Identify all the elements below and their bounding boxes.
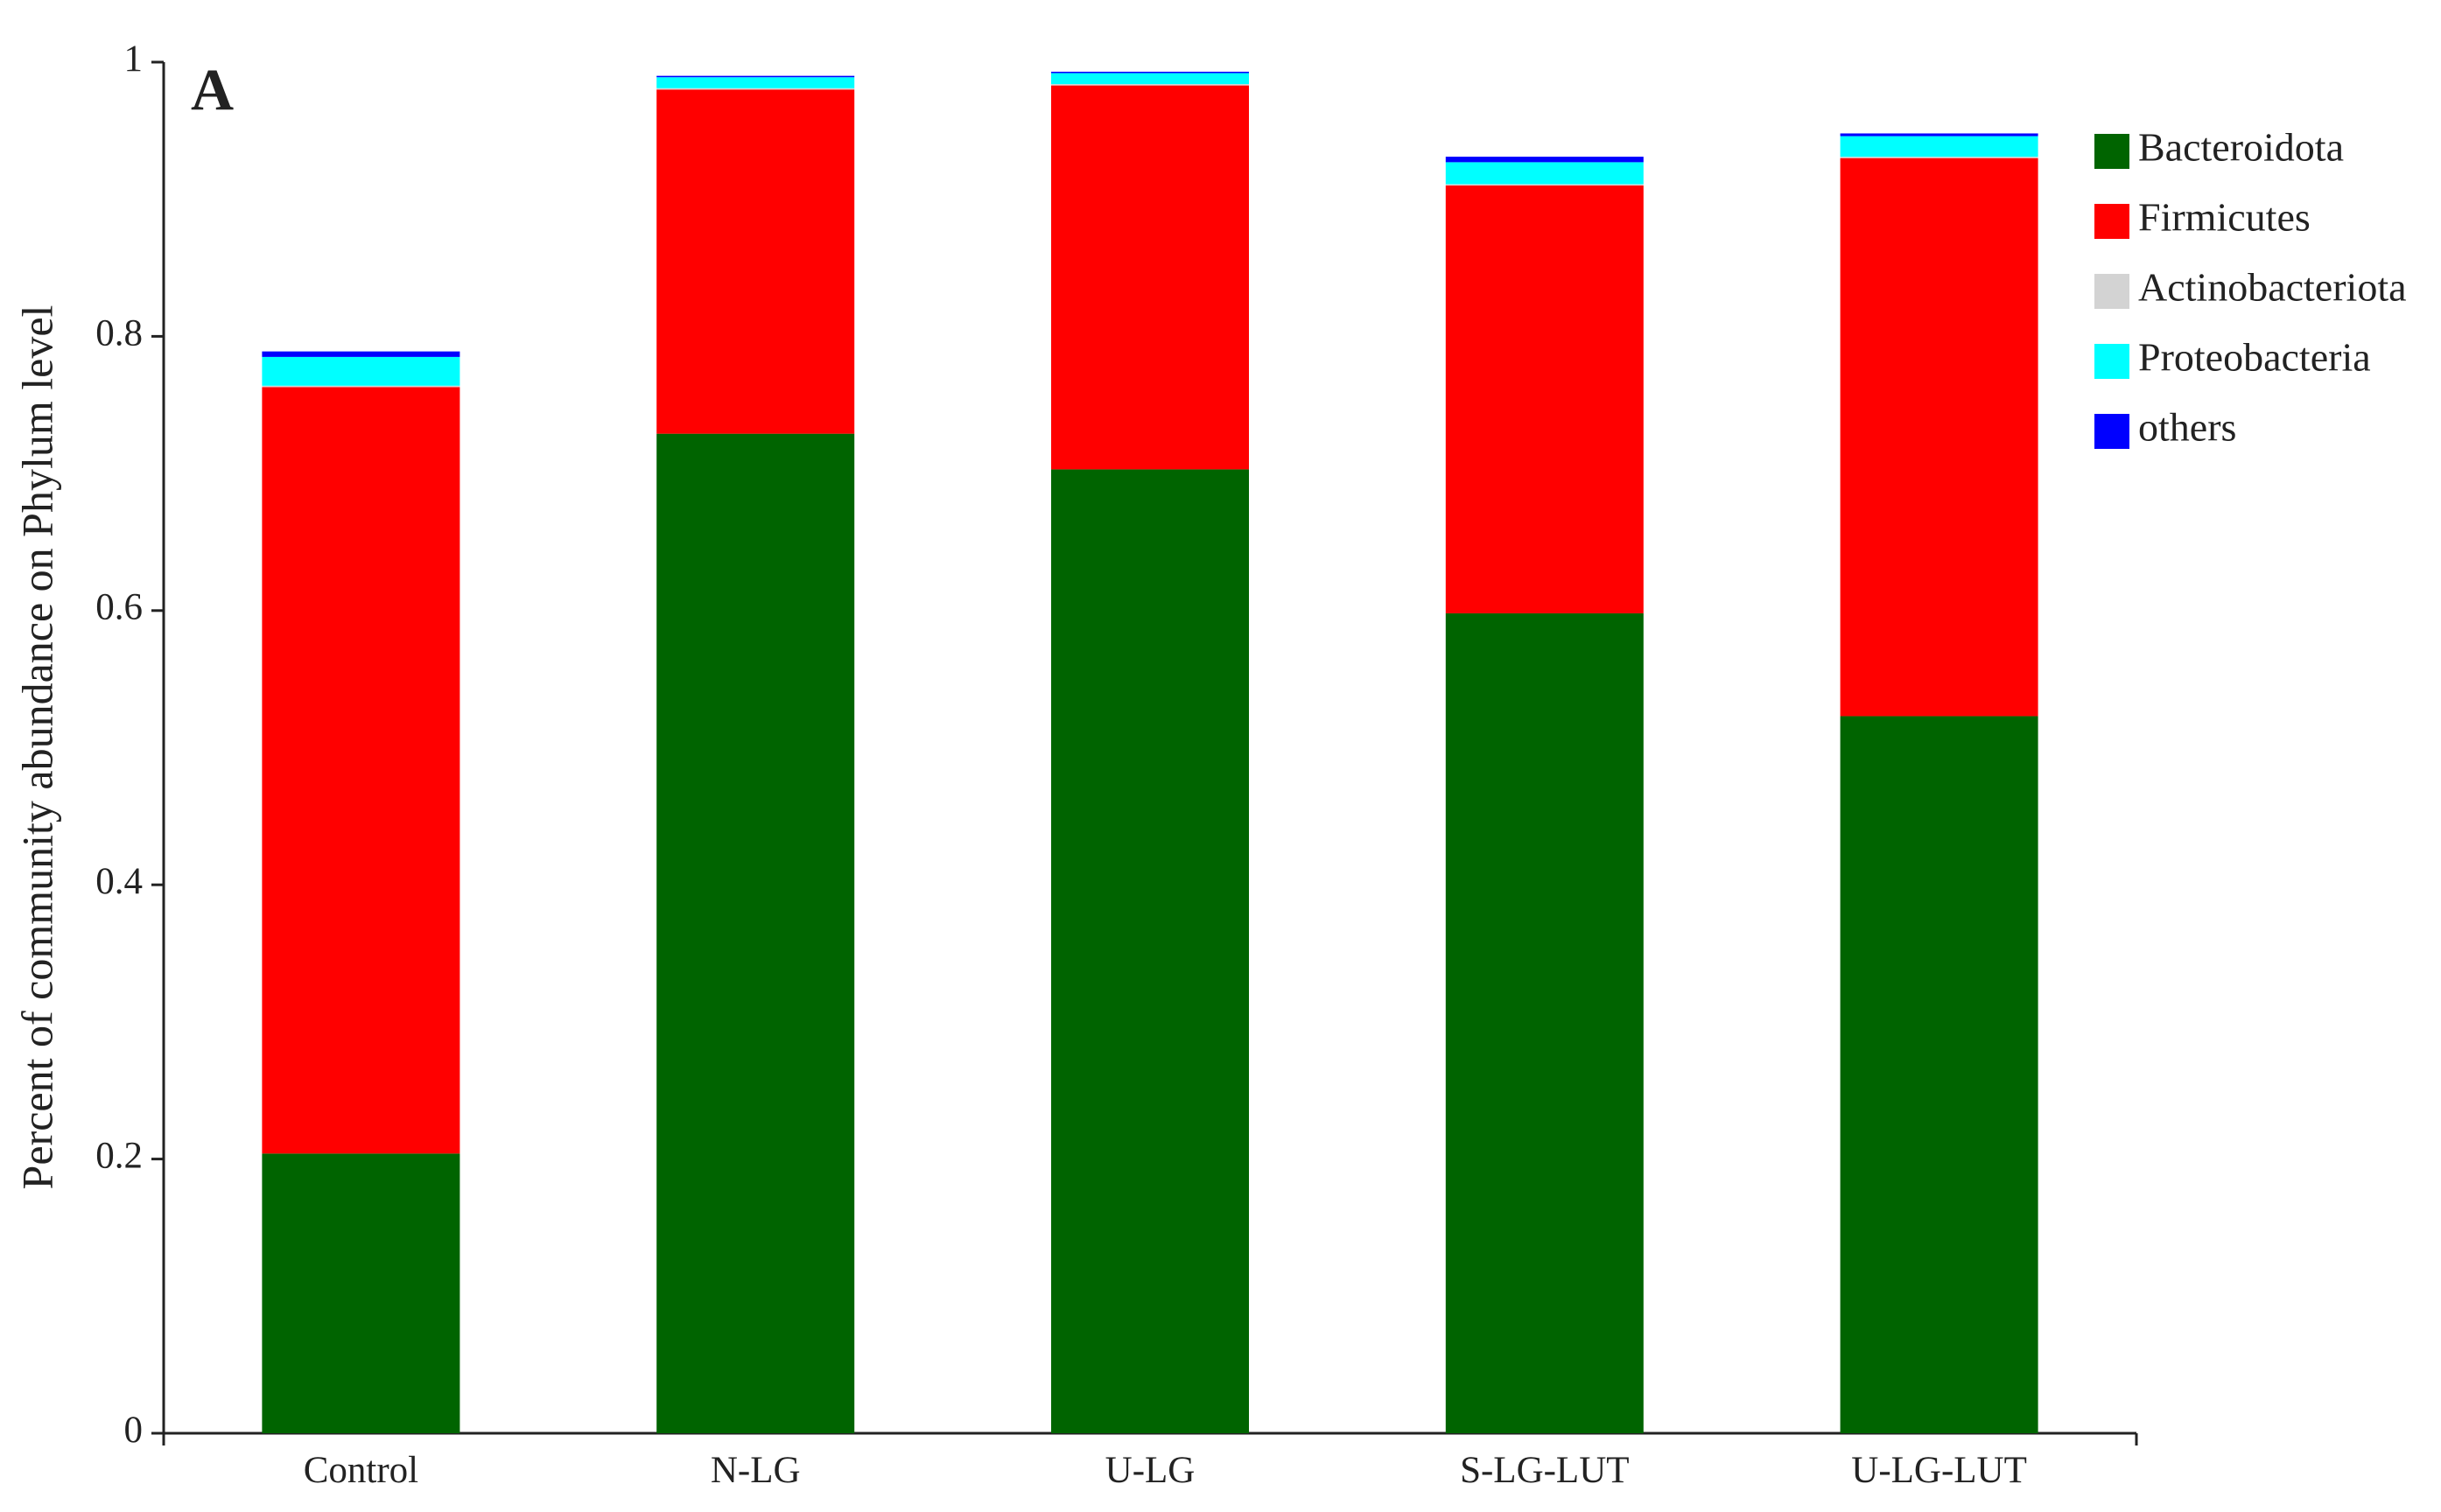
- y-tick-label: 0.6: [95, 587, 143, 628]
- y-axis-label: Percent of community abundance on Phylum…: [12, 305, 61, 1190]
- bar-segment: [656, 433, 855, 1434]
- legend-swatch: [2094, 274, 2129, 309]
- y-tick-label: 0.4: [95, 861, 143, 902]
- x-tick-label: Control: [304, 1450, 418, 1491]
- bar-segment: [656, 77, 855, 88]
- bar-segment: [1051, 71, 1249, 74]
- bar-segment: [1445, 162, 1644, 185]
- bar-segment: [1051, 73, 1249, 85]
- bar-segment: [1840, 716, 2038, 1433]
- bar-segment: [262, 356, 460, 386]
- legend-label: Proteobacteria: [2138, 335, 2371, 380]
- bar-segment: [262, 387, 460, 1154]
- bar-segment: [262, 351, 460, 357]
- bar-segment: [656, 89, 855, 434]
- bar-segment: [1445, 184, 1644, 186]
- bar-segment: [656, 88, 855, 90]
- bar-segment: [1051, 85, 1249, 470]
- bar-segment: [1445, 612, 1644, 1433]
- bar-segment: [1445, 186, 1644, 613]
- panel-label: A: [191, 57, 234, 123]
- bar-segment: [1840, 157, 2038, 158]
- legend-swatch: [2094, 204, 2129, 239]
- legend-label: Bacteroidota: [2138, 125, 2344, 170]
- legend-label: others: [2138, 405, 2236, 450]
- bar-segment: [1051, 469, 1249, 1434]
- bar-segment: [1840, 158, 2038, 717]
- x-tick-label: U-LG-LUT: [1851, 1450, 2027, 1491]
- bar-segment: [1445, 157, 1644, 163]
- y-tick-label: 0.8: [95, 312, 143, 354]
- legend-swatch: [2094, 414, 2129, 449]
- bar-segment: [262, 1153, 460, 1433]
- legend-label: Actinobacteriota: [2138, 265, 2407, 310]
- y-tick-label: 0: [124, 1410, 144, 1451]
- bar-segment: [1840, 136, 2038, 158]
- x-tick-label: N-LG: [711, 1450, 801, 1491]
- bar-segment: [1051, 84, 1249, 86]
- y-tick-label: 1: [124, 38, 144, 80]
- legend-swatch: [2094, 134, 2129, 169]
- x-tick-label: U-LG: [1105, 1450, 1196, 1491]
- bar-segment: [656, 75, 855, 78]
- y-tick-label: 0.2: [95, 1135, 143, 1176]
- legend-swatch: [2094, 344, 2129, 379]
- x-tick-label: S-LG-LUT: [1460, 1450, 1629, 1491]
- bar-segment: [262, 385, 460, 388]
- bar-segment: [1840, 133, 2038, 136]
- legend-label: Firmicutes: [2138, 195, 2311, 240]
